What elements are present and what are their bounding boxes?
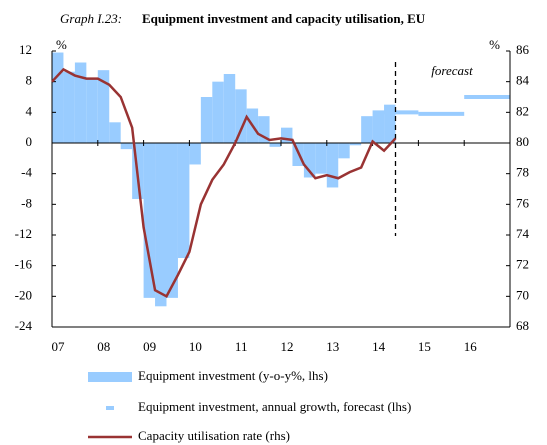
x-tick-label: 09 (143, 339, 156, 354)
y2-tick-label: 82 (516, 103, 529, 118)
bar (166, 143, 178, 298)
y-tick-label: -16 (15, 257, 33, 272)
bar (74, 62, 87, 143)
bar (315, 143, 327, 174)
x-tick-label: 08 (97, 339, 110, 354)
x-tick-label: 15 (418, 339, 431, 354)
bar (384, 104, 396, 143)
legend-label: Capacity utilisation rate (rhs) (138, 428, 290, 443)
bar (120, 143, 133, 150)
x-tick-label: 16 (464, 339, 478, 354)
y-tick-label: -20 (15, 287, 32, 302)
bar (372, 113, 385, 143)
x-tick-label: 11 (235, 339, 248, 354)
y2-tick-label: 84 (516, 73, 530, 88)
bar (177, 143, 190, 258)
y-tick-label: 12 (19, 42, 32, 57)
bar (349, 143, 362, 146)
legend-swatch (88, 372, 132, 382)
bar (303, 143, 316, 178)
bar (326, 143, 339, 188)
bar (189, 143, 201, 165)
y2-tick-label: 86 (516, 42, 530, 57)
bar (86, 77, 98, 143)
bar (97, 70, 110, 143)
x-tick-label: 14 (372, 339, 386, 354)
bar (223, 74, 236, 143)
legend-label: Equipment investment (y-o-y%, lhs) (138, 368, 328, 383)
y-tick-label: 8 (26, 73, 33, 88)
bar (155, 143, 167, 307)
bar (269, 143, 281, 147)
graph-label: Graph I.23: (60, 11, 122, 26)
annotation: forecast (431, 63, 473, 78)
y2-tick-label: 80 (516, 134, 529, 149)
x-tick-label: 13 (326, 339, 339, 354)
chart-title: Equipment investment and capacity utilis… (142, 11, 426, 26)
y-tick-label: -8 (21, 195, 32, 210)
bar (235, 89, 247, 143)
bar (361, 116, 373, 143)
line (51, 67, 397, 299)
y2-tick-label: 68 (516, 318, 529, 333)
bar (63, 71, 75, 143)
legend-label: Equipment investment, annual growth, for… (138, 399, 411, 414)
x-tick-label: 12 (281, 339, 294, 354)
y-tick-label: -4 (21, 165, 32, 180)
y-tick-label: -12 (15, 226, 32, 241)
bar (338, 143, 350, 159)
y-unit: % (56, 37, 67, 52)
x-tick-label: 10 (189, 339, 202, 354)
y2-tick-label: 74 (516, 226, 530, 241)
x-tick-label: 07 (52, 339, 66, 354)
y-tick-label: -24 (15, 318, 33, 333)
bar (200, 97, 213, 143)
bar (143, 143, 156, 298)
bar (212, 81, 224, 143)
y2-tick-label: 76 (516, 195, 530, 210)
y2-unit: % (489, 37, 500, 52)
y2-tick-label: 72 (516, 257, 529, 272)
bar (109, 122, 121, 143)
y2-tick-label: 70 (516, 287, 529, 302)
bar (52, 52, 64, 143)
y-tick-label: 4 (26, 103, 33, 118)
y2-tick-label: 78 (516, 165, 529, 180)
bar (258, 116, 270, 143)
y-tick-label: 0 (26, 134, 33, 149)
bar (281, 127, 293, 143)
